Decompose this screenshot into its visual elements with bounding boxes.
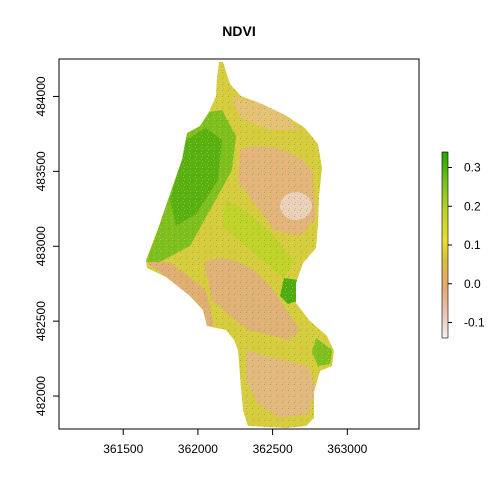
legend-tick-label: -0.1	[464, 316, 485, 330]
ndvi-raster	[146, 62, 334, 428]
legend-colorbar	[441, 151, 449, 339]
color-legend: -0.1 0.0 0.1 0.2 0.3	[441, 151, 485, 339]
legend-tick-label: 0.1	[464, 238, 481, 252]
legend-tick-label: 0.0	[464, 277, 481, 291]
x-tick-label: 361500	[103, 442, 143, 456]
y-axis: 482000 482500 483000 483500 484000	[34, 76, 59, 416]
y-tick-label: 482000	[34, 376, 48, 416]
y-tick-label: 483500	[34, 151, 48, 191]
plot-frame	[58, 58, 420, 430]
x-axis: 361500 362000 362500 363000	[103, 429, 368, 456]
legend-ticks: -0.1 0.0 0.1 0.2 0.3	[448, 161, 485, 330]
chart-title: NDVI	[222, 23, 255, 39]
x-tick-label: 362500	[253, 442, 293, 456]
legend-tick-label: 0.2	[464, 199, 481, 213]
y-tick-label: 484000	[34, 76, 48, 116]
y-tick-label: 482500	[34, 301, 48, 341]
x-tick-label: 363000	[327, 442, 367, 456]
x-tick-label: 362000	[178, 442, 218, 456]
legend-tick-label: 0.3	[464, 161, 481, 175]
y-tick-label: 483000	[34, 226, 48, 266]
